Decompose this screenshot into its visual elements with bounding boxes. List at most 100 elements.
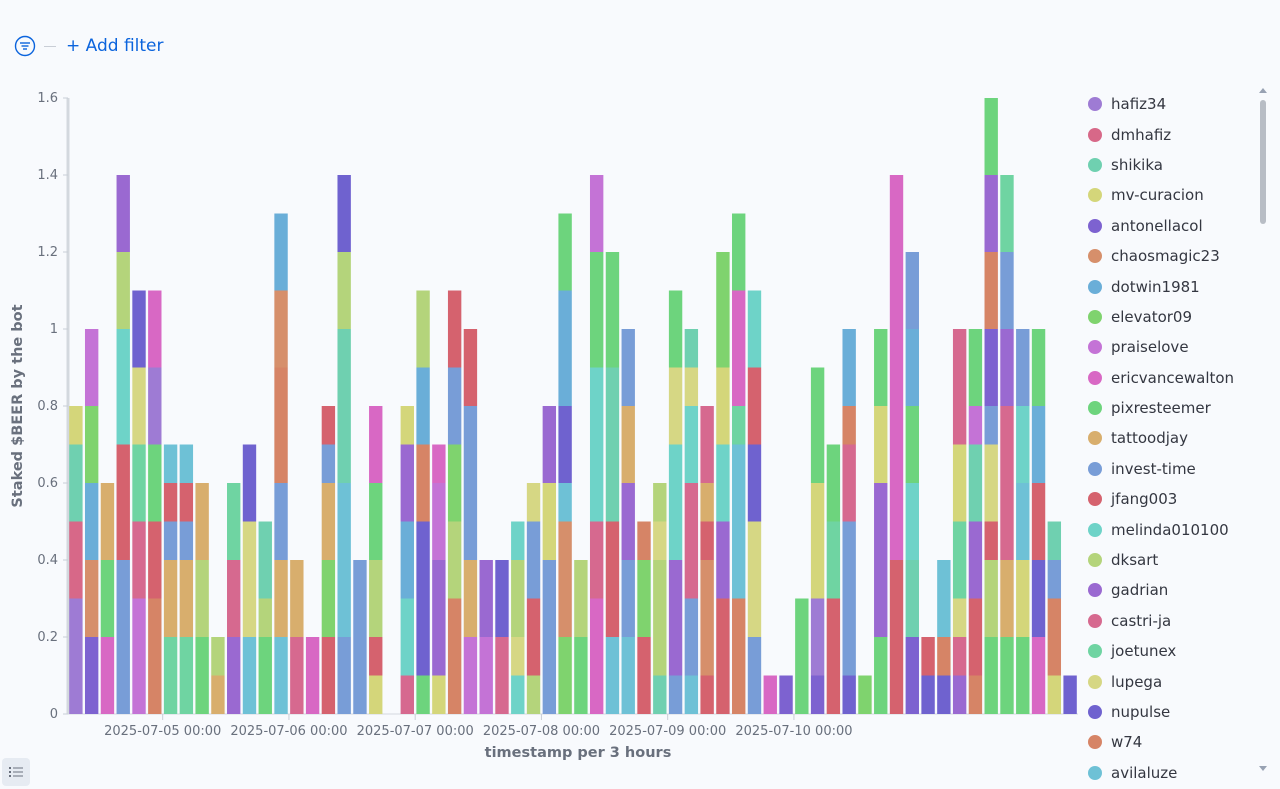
bar-segment (369, 560, 383, 637)
bar-segment (574, 560, 588, 637)
legend-swatch (1088, 309, 1102, 324)
bar-segment (621, 483, 635, 560)
bar-segment (732, 213, 746, 291)
legend-item[interactable]: shikika (1088, 150, 1248, 180)
add-filter-button[interactable]: + Add filter (66, 36, 164, 56)
legend-scroll-down-icon[interactable] (1259, 766, 1267, 771)
bar-segment (716, 598, 730, 714)
filter-icon[interactable] (14, 35, 36, 57)
bar-segment (337, 637, 351, 714)
legend-item[interactable]: pixresteemer (1088, 393, 1248, 423)
bar-segment (337, 483, 351, 637)
bar-segment (258, 598, 272, 637)
bar-segment (179, 560, 194, 637)
bar-segment (558, 406, 572, 483)
bar-segment (700, 406, 714, 483)
legend-item[interactable]: antonellacol (1088, 211, 1248, 241)
filter-divider (44, 45, 56, 47)
legend-item[interactable]: praiselove (1088, 332, 1248, 362)
bar-segment (432, 675, 446, 714)
legend-item[interactable]: mv-curacion (1088, 180, 1248, 210)
legend-swatch (1088, 553, 1102, 568)
bar-segment (416, 290, 430, 368)
bar-segment (842, 444, 856, 522)
legend-label: praiselove (1111, 338, 1189, 357)
bar-segment (163, 637, 178, 714)
bar-segment (274, 637, 288, 714)
bar-segment (195, 483, 209, 560)
legend-item[interactable]: castri-ja (1088, 606, 1248, 636)
legend-label: invest-time (1111, 459, 1196, 478)
bar-segment (605, 252, 620, 368)
bar-segment (1000, 252, 1014, 329)
bar-segment (984, 406, 998, 445)
bar-segment (905, 483, 919, 560)
bar-segment (495, 637, 509, 714)
bar-segment (148, 290, 162, 368)
bar-segment (132, 521, 146, 599)
bar-segment (716, 367, 730, 445)
legend-scroll-up-icon[interactable] (1259, 88, 1267, 93)
legend-label: joetunex (1111, 642, 1177, 661)
y-tick-label: 1.4 (37, 168, 58, 183)
bar-segment (290, 637, 304, 714)
bar-segment (653, 521, 667, 560)
legend-scrollbar[interactable] (1260, 100, 1266, 224)
legend-item[interactable]: dksart (1088, 545, 1248, 575)
legend-item[interactable]: avilaluze (1088, 758, 1248, 781)
legend-item[interactable]: dotwin1981 (1088, 271, 1248, 301)
legend-item[interactable]: jfang003 (1088, 484, 1248, 514)
legend-item[interactable]: ericvancewalton (1088, 363, 1248, 393)
legend-swatch (1088, 401, 1102, 416)
bar-segment (321, 483, 336, 560)
bar-segment (795, 598, 809, 714)
bar-segment (716, 444, 730, 522)
bar-segment (447, 367, 462, 445)
bar-segment (700, 521, 714, 560)
bar-segment (132, 444, 146, 522)
legend-item[interactable]: lupega (1088, 666, 1248, 696)
bar-segment (684, 367, 699, 406)
bar-segment (574, 637, 588, 714)
bar-segment (747, 637, 762, 714)
bar-segment (1000, 329, 1014, 406)
bar-segment (952, 675, 967, 714)
y-tick-label: 0.2 (37, 630, 58, 645)
bar-segment (132, 598, 146, 714)
bar-segment (84, 560, 99, 637)
legend-item[interactable]: gadrian (1088, 575, 1248, 605)
legend-item[interactable]: tattoodjay (1088, 423, 1248, 453)
bar-segment (400, 598, 414, 676)
legend-item[interactable]: chaosmagic23 (1088, 241, 1248, 271)
bar-segment (274, 560, 288, 637)
bar-segment (668, 560, 683, 676)
legend-item[interactable]: hafiz34 (1088, 89, 1248, 119)
legend-toggle-button[interactable] (2, 758, 30, 786)
bar-segment (589, 598, 604, 714)
legend-item[interactable]: elevator09 (1088, 302, 1248, 332)
bar-segment (1016, 560, 1030, 637)
legend-item[interactable]: dmhafiz (1088, 119, 1248, 149)
bar-segment (937, 675, 951, 714)
bar-segment (700, 560, 714, 676)
bar-segment (558, 483, 572, 522)
bar-segment (526, 483, 541, 522)
bar-segment (905, 329, 919, 406)
bar-segment (321, 560, 336, 637)
legend-item[interactable]: joetunex (1088, 636, 1248, 666)
bar-segment (542, 560, 557, 714)
legend-item[interactable]: invest-time (1088, 454, 1248, 484)
legend-item[interactable]: nupulse (1088, 697, 1248, 727)
bar-segment (747, 521, 762, 637)
bar-segment (952, 329, 967, 445)
bar-segment (463, 406, 478, 560)
bar-segment (337, 252, 351, 329)
legend-item[interactable]: melinda010100 (1088, 514, 1248, 544)
legend-item[interactable]: w74 (1088, 727, 1248, 757)
legend-swatch (1088, 644, 1102, 659)
bar-segment (290, 560, 304, 637)
bar-segment (100, 483, 115, 560)
bar-segment (747, 367, 762, 445)
legend-label: dmhafiz (1111, 125, 1172, 144)
bar-segment (905, 560, 919, 637)
